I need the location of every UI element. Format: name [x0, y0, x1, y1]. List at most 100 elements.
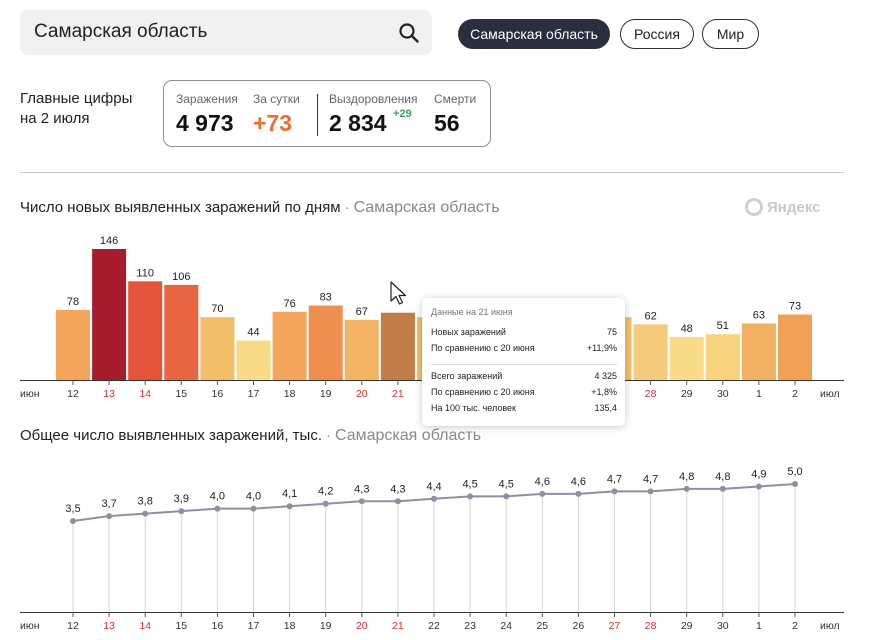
- line-value-label: 4,7: [607, 473, 622, 485]
- line-x-label: 28: [645, 620, 657, 632]
- line-axis-end-label: июл: [820, 620, 840, 632]
- line-value-label: 5,0: [787, 466, 802, 478]
- tooltip-cmp2-value: +1,8%: [591, 387, 617, 397]
- stat-deaths-value: 56: [434, 110, 460, 136]
- bar-21: [380, 312, 415, 380]
- tooltip-total-value: 4 325: [594, 371, 617, 381]
- stat-recovered-label: Выздоровления: [329, 92, 418, 106]
- filter-russia-button[interactable]: Россия: [620, 19, 694, 49]
- stat-infections-value: 4 973: [176, 110, 234, 136]
- bar-2: [778, 314, 812, 380]
- tooltip-row-new: Новых заражений 75: [431, 327, 617, 337]
- tooltip-row-total: Всего заражений 4 325: [431, 371, 617, 381]
- daily-chart-title: Число новых выявленных заражений по дням…: [20, 199, 500, 216]
- line-point-1: [755, 483, 762, 490]
- main-figures-label: Главные цифры на 2 июля: [20, 89, 132, 129]
- tooltip-separator: [431, 364, 617, 365]
- line-x-label: 29: [681, 620, 693, 632]
- stat-per-day-label: За сутки: [253, 92, 300, 106]
- tooltip-row-per100: На 100 тыс. человек 135,4: [431, 403, 617, 413]
- section-divider: [20, 172, 844, 173]
- yandex-brand: Яндекс: [767, 199, 821, 216]
- line-x-label: 26: [573, 620, 585, 632]
- daily-chart-title-text: Число новых выявленных заражений по дням: [20, 199, 341, 216]
- line-value-label: 4,1: [282, 488, 297, 500]
- line-x-label: 19: [320, 620, 332, 632]
- stat-recovered-value: 2 834: [329, 110, 387, 136]
- total-chart-region: Самарская область: [335, 427, 482, 444]
- bar-axis-start-label: июн: [20, 388, 40, 400]
- bar-30: [705, 334, 740, 380]
- line-point-17: [250, 505, 257, 512]
- line-x-label: 17: [248, 620, 260, 632]
- line-value-label: 4,0: [210, 491, 225, 503]
- line-value-label: 4,8: [679, 471, 694, 483]
- line-value-label: 4,2: [318, 486, 333, 498]
- search-input[interactable]: Самарская область: [34, 21, 208, 42]
- chart-tooltip: Данные на 21 июня Новых заражений 75 По с…: [422, 298, 625, 426]
- stat-per-day-value: +73: [253, 110, 293, 136]
- line-point-27: [611, 488, 618, 495]
- line-value-label: 4,0: [246, 491, 261, 503]
- search-box[interactable]: Самарская область: [20, 10, 432, 55]
- bar-value-label: 110: [136, 267, 154, 279]
- bar-29: [669, 336, 704, 380]
- line-point-25: [539, 490, 546, 497]
- bar-16: [200, 317, 235, 380]
- bar-value-label: 62: [644, 310, 656, 322]
- tooltip-row-cmp2: По сравнению с 20 июня +1,8%: [431, 387, 617, 397]
- line-value-label: 4,9: [751, 468, 766, 480]
- yandex-circle-icon: [745, 198, 763, 217]
- bar-14: [128, 281, 163, 380]
- stat-infections: Заражения 4 973: [176, 92, 238, 137]
- line-x-label: 20: [356, 620, 368, 632]
- line-value-label: 4,3: [390, 483, 405, 495]
- bar-x-label: 28: [645, 388, 657, 400]
- bar-12: [56, 310, 90, 380]
- line-value-label: 3,7: [101, 498, 116, 510]
- bar-18: [272, 311, 307, 380]
- bar-axis-end-label: июл: [820, 388, 840, 400]
- line-point-20: [358, 498, 365, 505]
- line-point-23: [467, 493, 474, 500]
- line-point-14: [142, 510, 149, 517]
- bar-value-label: 73: [789, 301, 801, 313]
- line-value-label: 4,5: [462, 478, 477, 490]
- tooltip-cmp-value: +11,9%: [586, 343, 617, 353]
- yandex-logo: Яндекс: [745, 198, 821, 217]
- bar-x-label: 29: [681, 388, 693, 400]
- line-point-29: [683, 485, 690, 492]
- line-x-label: 1: [756, 620, 762, 632]
- line-x-label: 13: [103, 620, 115, 632]
- bar-28: [633, 324, 668, 380]
- line-point-21: [394, 498, 401, 505]
- total-chart-title-text: Общее число выявленных заражений, тыс.: [20, 427, 322, 444]
- stat-deaths-label: Смерти: [434, 92, 477, 106]
- bar-20: [344, 319, 379, 380]
- bar-x-label: 16: [212, 388, 224, 400]
- line-value-label: 4,8: [715, 471, 730, 483]
- line-point-18: [286, 503, 293, 510]
- filter-samara-button[interactable]: Самарская область: [458, 19, 610, 49]
- search-icon[interactable]: [398, 22, 420, 44]
- line-point-2: [792, 481, 798, 487]
- line-x-label: 2: [792, 620, 798, 632]
- line-point-24: [503, 493, 510, 500]
- bar-15: [164, 284, 199, 380]
- bar-x-label: 17: [248, 388, 260, 400]
- tooltip-per100-label: На 100 тыс. человек: [431, 403, 516, 413]
- line-point-22: [431, 495, 437, 502]
- line-x-label: 15: [175, 620, 187, 632]
- line-value-label: 3,8: [138, 496, 153, 508]
- daily-chart-region: Самарская область: [353, 199, 500, 216]
- line-x-label: 23: [464, 620, 476, 632]
- line-value-label: 4,4: [426, 481, 441, 493]
- line-value-label: 4,3: [354, 483, 369, 495]
- tooltip-cmp2-label: По сравнению с 20 июня: [431, 387, 535, 397]
- bar-x-label: 21: [392, 388, 404, 400]
- mouse-cursor-icon: [390, 281, 407, 305]
- line-x-label: 22: [428, 620, 440, 632]
- bar-value-label: 44: [247, 327, 259, 339]
- bar-1: [741, 323, 776, 380]
- filter-world-button[interactable]: Мир: [702, 19, 759, 49]
